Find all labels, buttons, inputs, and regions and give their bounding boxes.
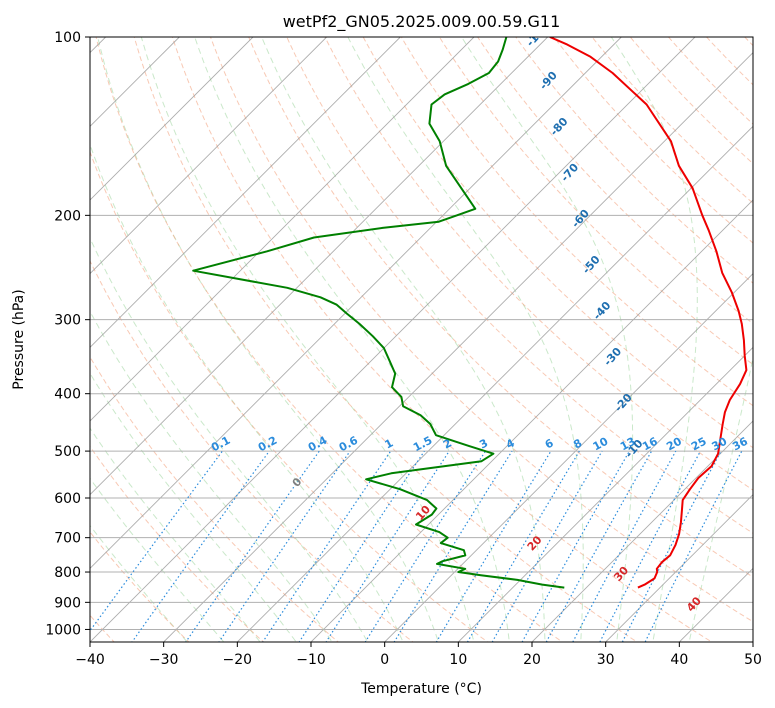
mixing-ratio-line [572, 450, 677, 642]
dry-adiabat-line [286, 37, 753, 534]
x-tick-label: 50 [744, 652, 762, 668]
moist-adiabat-line [90, 236, 369, 642]
isotherm-line [458, 346, 753, 642]
mixing-ratio-label: 36 [730, 435, 750, 454]
isotherm-line [237, 125, 753, 642]
moist-adiabat-line [97, 37, 439, 642]
dry-adiabat-line [400, 37, 753, 407]
isotherm-line [531, 420, 753, 642]
dry-adiabat-line [90, 531, 190, 642]
dry-adiabat-line [133, 37, 638, 642]
mixing-ratio-line [466, 450, 580, 642]
isotherm-line [90, 37, 548, 496]
moist-adiabat-line [461, 37, 634, 642]
plot-frame [89, 36, 754, 643]
x-tick-label: −20 [223, 652, 253, 668]
isotherm-line [605, 494, 753, 642]
mixing-ratio-line [491, 450, 603, 642]
y-axis-label: Pressure (hPa) [11, 289, 27, 389]
y-tick-label: 900 [54, 595, 81, 611]
y-tick-label: 200 [54, 208, 81, 224]
x-tick-label: 30 [597, 652, 615, 668]
moist-adiabat-line [90, 477, 225, 642]
mixing-ratio-line [218, 450, 351, 642]
y-tick-label: 100 [54, 30, 81, 46]
moist-adiabat-line [610, 37, 698, 642]
isotherm-line [384, 273, 753, 642]
axes-layer: −40 −30 −20 −10 0 10 20 30 40 50 100 200 300 400 500 60… [45, 30, 762, 668]
moist-adiabat-line [140, 37, 475, 642]
dry-adiabat-line [90, 150, 489, 642]
moist-adiabat-line [688, 355, 753, 642]
moist-adiabat-line [347, 37, 584, 642]
isotherm-line [310, 199, 753, 642]
y-tick-label: 400 [54, 387, 81, 403]
mixing-ratio-label: 13 [618, 435, 638, 454]
moist-adiabat-line [90, 372, 297, 642]
mixing-ratio-line [262, 450, 392, 642]
mixing-ratio-line [90, 450, 223, 632]
isotherm-line [90, 37, 475, 422]
mixing-ratio-label: 30 [710, 435, 730, 454]
x-tick-label: 40 [670, 652, 688, 668]
x-tick-label: 10 [449, 652, 467, 668]
mixing-ratio-line [599, 450, 702, 642]
x-tick-label: −40 [75, 652, 105, 668]
mixing-ratio-label: 10 [591, 435, 611, 454]
y-tick-label: 1000 [45, 622, 81, 638]
x-tick-label: 0 [380, 652, 389, 668]
y-tick-label: 600 [54, 491, 81, 507]
moist-adiabat-line [90, 142, 404, 642]
dry-adiabat-layer [90, 37, 753, 642]
temperature-profile-line [549, 37, 748, 589]
isotherm-line [90, 37, 622, 569]
x-axis-label: Temperature (°C) [360, 681, 482, 697]
dry-adiabat-line [210, 37, 753, 623]
dry-adiabat-line [90, 356, 339, 642]
mixing-ratio-line [364, 450, 486, 642]
dry-adiabat-line [90, 259, 414, 642]
mixing-ratio-line [298, 450, 425, 642]
mixing-ratio-line [393, 450, 513, 642]
profile-series-layer [192, 37, 748, 589]
isotherm-line [90, 37, 401, 348]
moist-adiabat-layer [90, 37, 753, 642]
mixing-ratio-label: 20 [664, 435, 684, 454]
y-tick-label: 500 [54, 444, 81, 460]
mixing-ratio-layer [90, 450, 743, 642]
dry-adiabat-line [248, 37, 753, 578]
dewpoint-profile-line [192, 37, 565, 589]
chart-title: wetPf2_GN05.2025.009.00.59.G11 [283, 12, 561, 32]
isotherm-line [90, 37, 254, 201]
y-tick-label: 800 [54, 565, 81, 581]
y-tick-label: 300 [54, 313, 81, 329]
moist-adiabat-line [90, 310, 333, 642]
x-tick-label: 20 [523, 652, 541, 668]
moist-adiabat-line [90, 427, 261, 642]
mixing-ratio-label: 25 [689, 435, 709, 454]
x-tick-label: −30 [149, 652, 179, 668]
isotherm-layer [90, 37, 753, 642]
mixing-ratio-label: 16 [640, 435, 660, 454]
y-tick-label: 700 [54, 531, 81, 547]
isotherm-line [90, 37, 327, 275]
mixing-ratio-line [185, 450, 320, 642]
x-tick-label: −10 [296, 652, 326, 668]
isotherm-line [90, 37, 696, 642]
dry-adiabat-line [95, 37, 564, 642]
moist-adiabat-line [194, 37, 510, 642]
dry-adiabat-line [324, 37, 753, 491]
mixing-ratio-line [435, 450, 552, 642]
moist-adiabat-line [261, 37, 546, 642]
